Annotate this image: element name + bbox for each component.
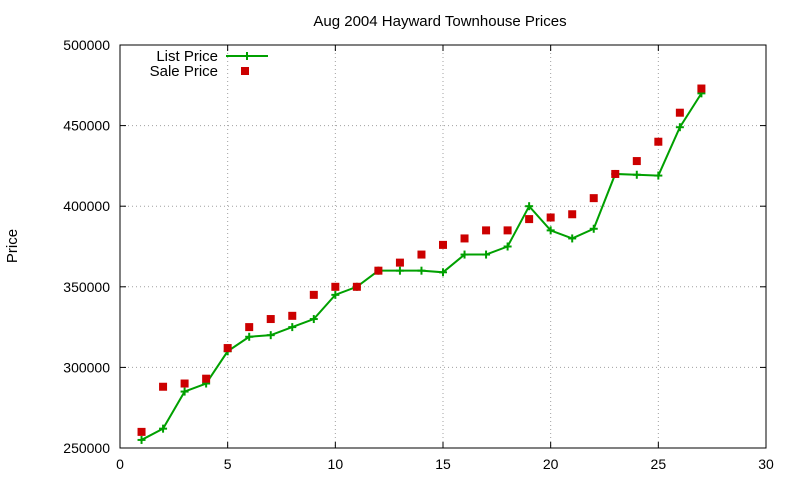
sale-price-point — [202, 374, 211, 383]
tick-layer — [119, 44, 767, 449]
sale-price-point — [288, 311, 297, 320]
sale-price-point — [632, 157, 641, 166]
sale-price-point — [589, 194, 598, 203]
list-price-point — [439, 268, 447, 277]
sale-price-point — [223, 344, 232, 353]
list-price-point — [675, 123, 684, 132]
list-price-point — [589, 224, 598, 233]
list-price-point — [159, 424, 168, 433]
y-axis-title: Price — [4, 229, 21, 263]
list-price-point — [288, 323, 297, 332]
x-tick-label: 0 — [116, 456, 124, 472]
legend-symbol-sale-price — [241, 67, 249, 75]
list-price-point — [525, 202, 534, 211]
series-sale-price — [137, 84, 706, 436]
sale-price-point — [654, 137, 663, 146]
sale-price-point — [395, 258, 404, 267]
x-tick-label: 25 — [651, 456, 667, 472]
y-tick-label: 300000 — [63, 359, 110, 375]
chart-title: Aug 2004 Hayward Townhouse Prices — [313, 13, 566, 30]
list-price-point — [331, 290, 340, 299]
sale-price-point — [675, 108, 684, 117]
x-tick-label: 5 — [224, 456, 232, 472]
sale-price-point — [137, 427, 146, 436]
y-tick-label: 450000 — [63, 118, 110, 134]
sale-price-point — [482, 226, 491, 235]
list-price-point — [309, 315, 318, 324]
x-tick-label: 10 — [328, 456, 344, 472]
x-tick-label: 30 — [758, 456, 774, 472]
y-tick-label: 500000 — [63, 37, 110, 53]
list-price-point — [482, 250, 491, 259]
sale-price-point — [180, 379, 189, 388]
sale-price-point — [245, 323, 254, 332]
sale-price-point — [525, 215, 534, 224]
list-price-point — [654, 171, 663, 180]
sale-price-point — [309, 290, 318, 299]
list-price-point — [417, 266, 426, 275]
x-axis-tick-labels: 0 5 10 15 20 25 30 — [116, 456, 774, 472]
sale-price-point — [611, 169, 620, 178]
sale-price-point — [417, 250, 426, 259]
list-price-line — [141, 92, 703, 441]
legend-label-list-price: List Price — [156, 48, 218, 65]
series-list-price — [137, 89, 706, 444]
y-axis-tick-labels: 250000 300000 350000 400000 450000 500000 — [63, 37, 110, 456]
list-price-point — [266, 331, 275, 340]
sale-price-point — [159, 382, 168, 391]
sale-price-point — [460, 234, 469, 243]
x-tick-label: 15 — [435, 456, 451, 472]
legend-symbol-list-price — [226, 52, 268, 60]
x-tick-label: 20 — [543, 456, 559, 472]
list-price-point — [245, 332, 254, 341]
list-price-point — [546, 226, 555, 235]
list-price-point — [632, 170, 641, 179]
sale-price-point — [374, 266, 383, 275]
list-price-point — [503, 242, 512, 251]
list-price-point — [180, 387, 189, 396]
sale-price-point — [331, 282, 340, 291]
sale-price-point — [352, 282, 361, 291]
list-price-point — [568, 234, 577, 243]
list-price-point — [395, 266, 404, 275]
list-price-point — [137, 435, 146, 444]
sale-price-point — [439, 240, 447, 249]
legend: List Price Sale Price — [150, 48, 268, 80]
sale-price-point — [697, 84, 706, 93]
list-price-point — [460, 250, 469, 259]
sale-price-point — [568, 210, 577, 219]
sale-price-point — [546, 213, 555, 222]
y-tick-label: 350000 — [63, 279, 110, 295]
sale-price-point — [266, 315, 275, 324]
sale-price-point — [503, 226, 512, 235]
legend-square — [241, 67, 249, 75]
legend-label-sale-price: Sale Price — [150, 63, 218, 80]
series-layer — [137, 84, 706, 444]
y-tick-label: 400000 — [63, 198, 110, 214]
y-tick-label: 250000 — [63, 440, 110, 456]
